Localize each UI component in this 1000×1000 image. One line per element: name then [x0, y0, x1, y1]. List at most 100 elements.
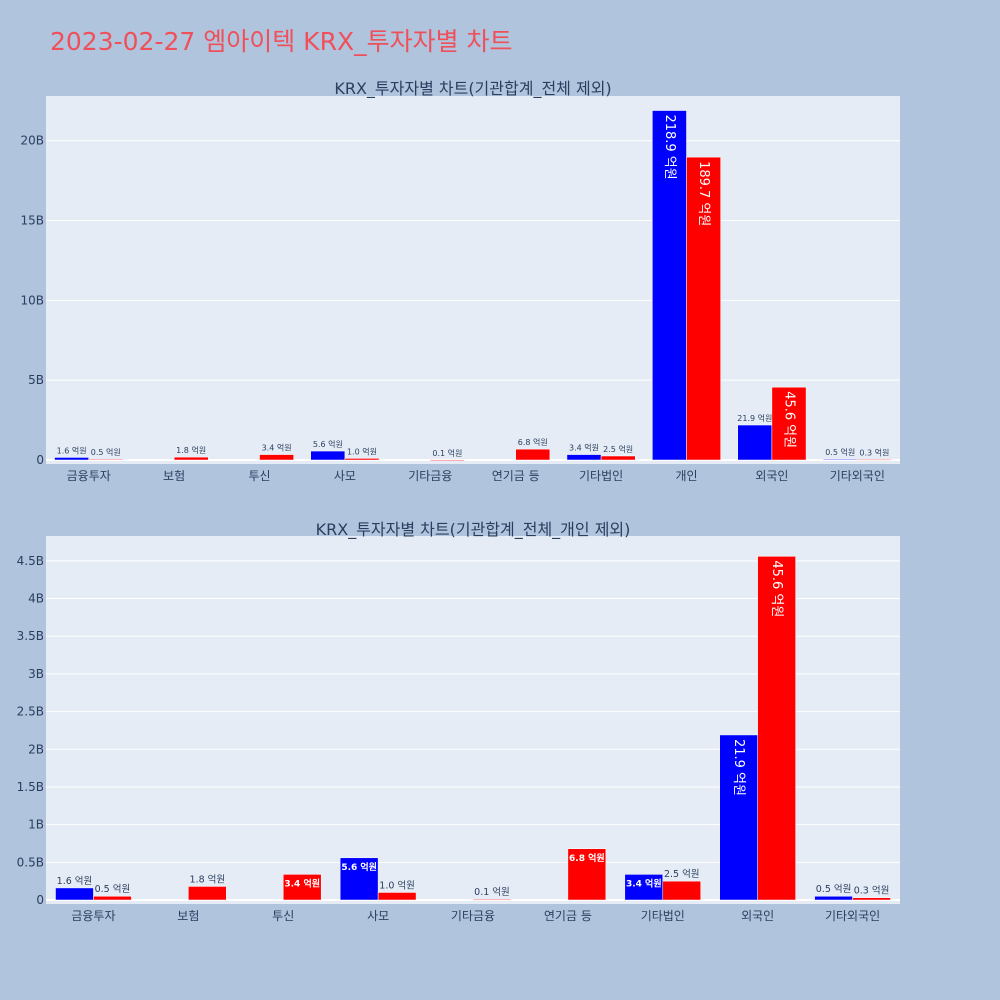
- bar: [93, 895, 132, 901]
- bar-label: 21.9 억원: [737, 413, 772, 423]
- bar-label: 21.9 억원: [731, 739, 746, 796]
- bar: [55, 887, 94, 901]
- bar-label: 3.4 억원: [284, 877, 320, 889]
- bar-label: 0.5 억원: [825, 447, 855, 457]
- y-tick-label: 2.5B: [17, 705, 44, 719]
- bar: [472, 898, 512, 901]
- y-tick-label: 15B: [20, 214, 44, 228]
- bar-label: 0.3 억원: [859, 448, 889, 458]
- y-tick-label: 2B: [28, 742, 44, 756]
- x-tick-label: 기타법인: [641, 909, 685, 923]
- chart-2: 0 0.5B 1B 1.5B 2B 2.5B 3B 3.5B 4B 4.5B KRX_투자자별 차트…: [17, 520, 900, 923]
- bar-label: 0.1 억원: [474, 886, 510, 898]
- y-tick-label: 0: [36, 893, 44, 907]
- y-tick-label: 5B: [28, 373, 44, 387]
- bar: [686, 156, 721, 461]
- bar-label: 0.5 억원: [95, 883, 131, 895]
- bar: [188, 886, 227, 901]
- bar: [282, 874, 322, 901]
- bar: [339, 857, 379, 901]
- bar: [857, 459, 892, 461]
- bar: [771, 386, 807, 461]
- bar-label: 1.8 억원: [176, 445, 206, 455]
- y-tick-label: 20B: [20, 134, 44, 148]
- y-tick-label: 4B: [28, 592, 44, 606]
- x-tick-label: 외국인: [755, 469, 788, 483]
- chart-title: KRX_투자자별 차트(기관합계_전체 제외): [334, 79, 611, 99]
- bar-label: 5.6 억원: [341, 861, 377, 873]
- bar-label: 5.6 억원: [313, 439, 343, 449]
- bar-label: 0.5 억원: [91, 447, 121, 457]
- chart-title: KRX_투자자별 차트(기관합계_전체_개인 제외): [316, 520, 631, 540]
- x-tick-label: 금융투자: [67, 469, 111, 483]
- x-tick-label: 연기금 등: [492, 469, 540, 483]
- bar: [88, 458, 124, 461]
- y-tick-label: 10B: [20, 293, 44, 307]
- bar-label: 6.8 억원: [569, 852, 605, 864]
- x-tick-label: 기타금융: [408, 469, 452, 483]
- y-tick-label: 0.5B: [17, 855, 44, 869]
- bar-label: 1.0 억원: [347, 446, 377, 456]
- x-tick-label: 보험: [163, 469, 185, 483]
- bar-label: 0.5 억원: [816, 883, 852, 895]
- bar: [173, 456, 209, 461]
- y-tick-label: 1.5B: [17, 780, 44, 794]
- chart-1: 0 5B 10B 15B 20B KRX_투자자별 차트(기관합계_전체 제외) 금융투자 보…: [20, 79, 900, 483]
- bar: [259, 454, 294, 461]
- bar: [310, 450, 346, 461]
- x-tick-label: 외국인: [741, 909, 774, 923]
- bar: [377, 892, 417, 901]
- bar-label: 1.0 억원: [379, 879, 415, 891]
- y-tick-label: 0: [36, 453, 44, 467]
- bar: [662, 880, 701, 901]
- bar-label: 1.8 억원: [190, 873, 226, 885]
- plot-area: [46, 96, 900, 464]
- bar: [344, 458, 380, 461]
- bar: [719, 734, 758, 901]
- x-tick-label: 보험: [177, 909, 199, 923]
- bar-label: 2.5 억원: [664, 868, 700, 880]
- y-tick-label: 4.5B: [17, 554, 44, 568]
- bar: [737, 424, 773, 461]
- bar-label: 3.4 억원: [262, 443, 292, 453]
- bar: [566, 454, 602, 461]
- x-tick-label: 투신: [272, 909, 294, 923]
- x-tick-label: 연기금 등: [544, 909, 592, 923]
- bar-label: 1.6 억원: [57, 445, 87, 455]
- bar: [757, 556, 796, 901]
- page-title: 2023-02-27 엠아이텍 KRX_투자자별 차트: [50, 27, 513, 56]
- bar: [600, 455, 636, 461]
- x-tick-label: 기타법인: [579, 469, 623, 483]
- bar-label: 218.9 억원: [662, 115, 677, 180]
- bar: [430, 459, 465, 461]
- bar-label: 45.6 억원: [781, 391, 796, 448]
- bar-label: 45.6 억원: [769, 560, 784, 617]
- bar: [652, 110, 687, 461]
- bar-label: 6.8 억원: [518, 437, 548, 447]
- y-tick-label: 1B: [28, 818, 44, 832]
- bar-label: 3.4 억원: [626, 877, 662, 889]
- bar-label: 3.4 억원: [569, 443, 599, 453]
- bar-label: 0.1 억원: [432, 448, 462, 458]
- bar-label: 2.5 억원: [603, 444, 633, 454]
- bar-label: 1.6 억원: [57, 875, 93, 887]
- bar: [54, 457, 89, 461]
- y-tick-label: 3.5B: [17, 629, 44, 643]
- bar-label: 189.7 억원: [696, 161, 711, 226]
- bar: [567, 848, 607, 901]
- bar: [852, 897, 891, 901]
- y-tick-label: 3B: [28, 667, 44, 681]
- x-tick-label: 금융투자: [71, 909, 115, 923]
- x-tick-label: 기타외국인: [830, 469, 885, 483]
- bar-label: 0.3 억원: [854, 885, 890, 897]
- x-tick-label: 투신: [248, 469, 270, 483]
- x-tick-label: 개인: [675, 469, 697, 483]
- x-tick-label: 기타금융: [451, 909, 495, 923]
- x-tick-label: 사모: [367, 909, 389, 923]
- x-tick-label: 기타외국인: [825, 909, 880, 923]
- bar: [515, 448, 551, 461]
- bar: [822, 458, 858, 461]
- bar: [814, 895, 853, 901]
- x-tick-label: 사모: [334, 469, 356, 483]
